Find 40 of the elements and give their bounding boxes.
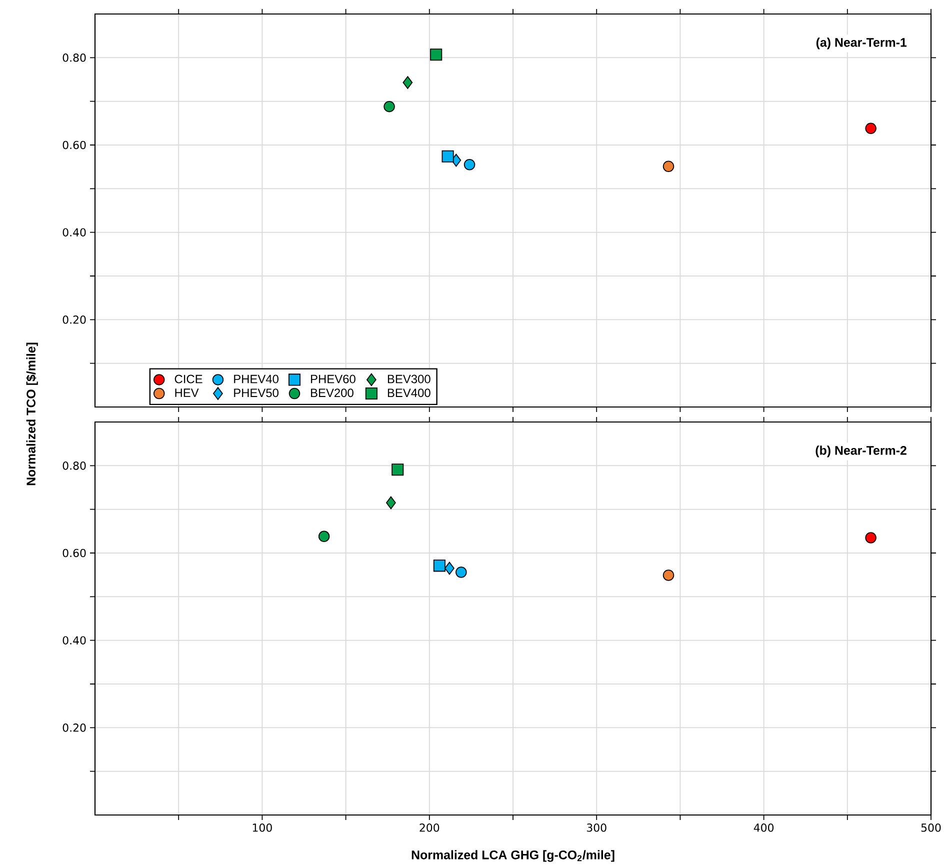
point xyxy=(442,150,454,162)
point xyxy=(402,76,413,89)
legend-label: PHEV60 xyxy=(311,374,356,384)
y-tick-label: 0.20 xyxy=(62,316,86,324)
y-tick-label: 0.80 xyxy=(62,54,86,62)
legend-label: BEV200 xyxy=(311,388,354,398)
point xyxy=(662,570,674,581)
point xyxy=(456,566,467,578)
legend-label: CICE xyxy=(174,374,202,384)
point xyxy=(464,159,476,170)
legend-label: PHEV40 xyxy=(234,374,278,384)
y-tick-label: 0.20 xyxy=(62,724,86,732)
legend-label: HEV xyxy=(175,388,199,397)
legend-label: PHEV50 xyxy=(234,388,278,398)
y-axis-title: Normalized TCO [$/mile] xyxy=(26,342,38,486)
y-tick-label: 0.80 xyxy=(62,462,86,470)
text: (b) Near-Term-2 xyxy=(816,446,906,458)
point xyxy=(392,464,404,476)
legend-label: BEV400 xyxy=(388,388,430,398)
text: (a) Near-Term-1 xyxy=(816,38,907,50)
y-tick-label: 0.60 xyxy=(62,140,86,150)
point xyxy=(865,122,876,134)
point xyxy=(318,530,330,542)
point xyxy=(386,496,396,510)
y-tick-label: 0.40 xyxy=(62,636,86,644)
point xyxy=(444,562,454,575)
x-tick-label: 500 xyxy=(921,824,941,832)
x-tick-label: 100 xyxy=(252,824,272,832)
x-tick-label: 400 xyxy=(754,824,774,832)
x-tick-label: 200 xyxy=(420,824,440,832)
point xyxy=(662,160,674,172)
y-tick-label: 0.60 xyxy=(62,548,86,558)
y-tick-label: 0.40 xyxy=(62,228,86,236)
point xyxy=(865,532,876,544)
point xyxy=(384,100,395,112)
point xyxy=(433,560,446,572)
x-axis-title: Normalized LCA GHG [g-CO$_{2}$/mile] xyxy=(412,850,614,862)
x-tick-label: 300 xyxy=(586,824,606,832)
point xyxy=(430,48,442,61)
legend-label: BEV300 xyxy=(388,374,430,384)
